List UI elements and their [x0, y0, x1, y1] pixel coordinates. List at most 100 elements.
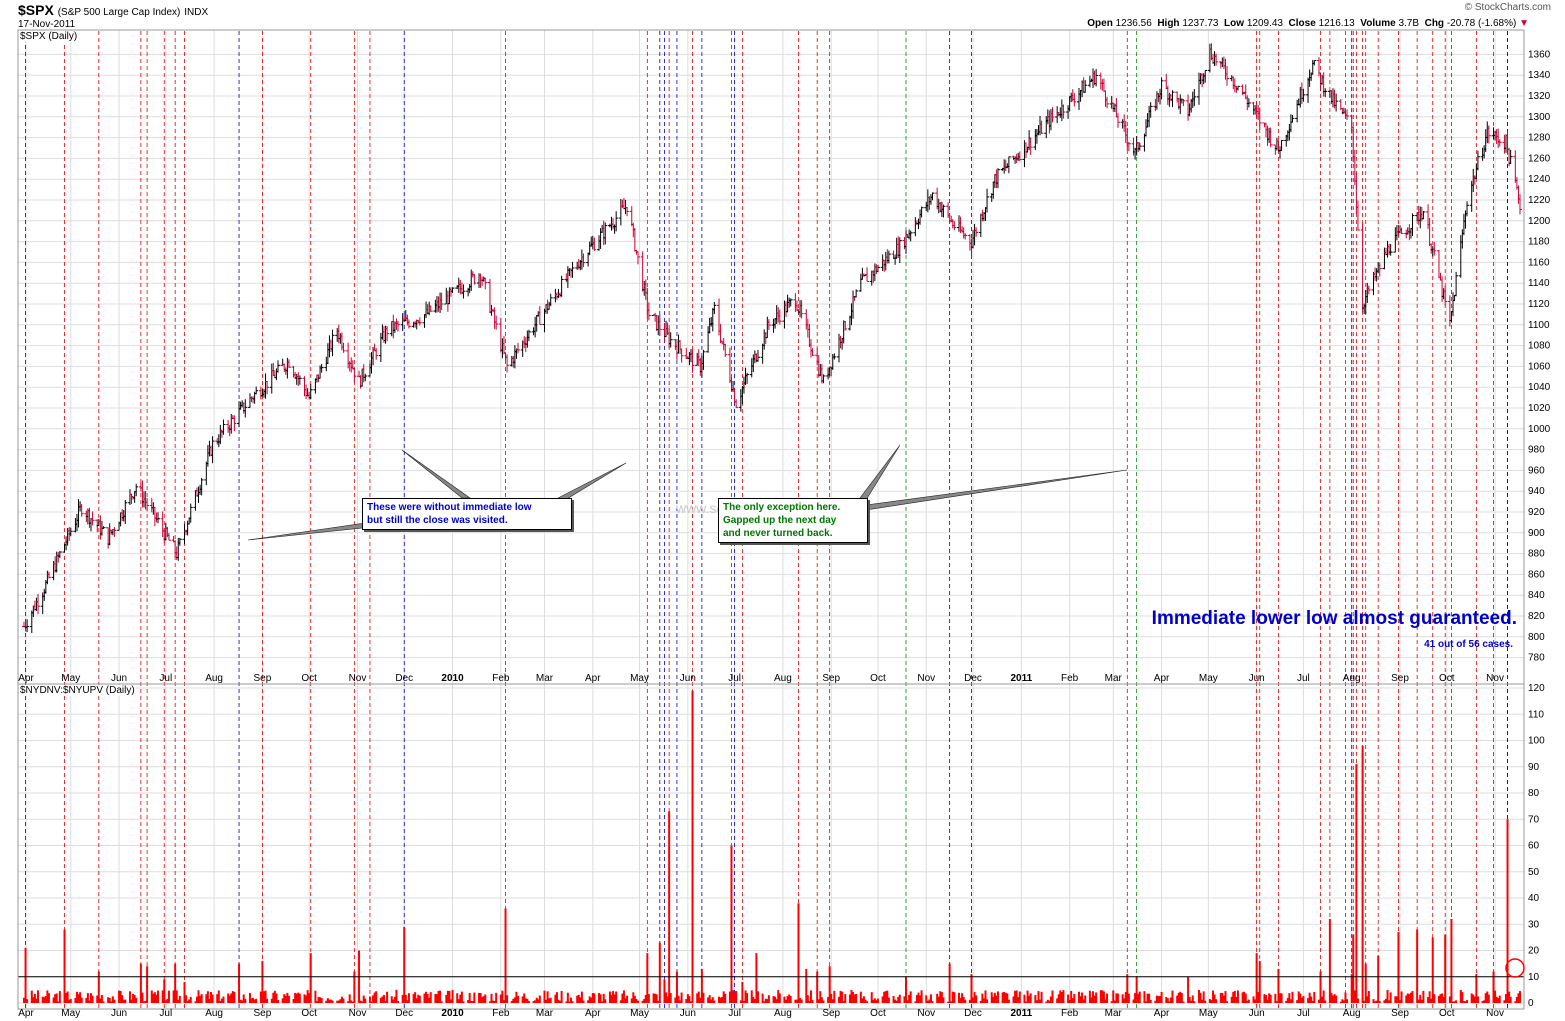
ratio-bar: [163, 979, 166, 1003]
ratio-bar: [359, 1000, 362, 1003]
ratio-bar: [1006, 993, 1009, 1003]
ratio-bar: [733, 992, 736, 1003]
ratio-bar: [894, 999, 897, 1003]
ratio-bar: [1104, 999, 1107, 1003]
ratio-bar: [1504, 994, 1507, 1003]
ratio-bar: [1395, 996, 1398, 1003]
ratio-bar: [1202, 991, 1205, 1003]
x-tick-label: Aug: [1343, 1008, 1361, 1019]
ratio-bar: [1155, 995, 1158, 1003]
ratio-bar: [1476, 996, 1479, 1003]
y-tick-label: 70: [1528, 814, 1540, 825]
ratio-bar: [499, 994, 502, 1003]
ratio-bar: [350, 1000, 353, 1003]
ratio-bar: [526, 999, 529, 1003]
ratio-bar: [527, 1001, 530, 1003]
ratio-bar: [1190, 1000, 1193, 1003]
ratio-bar: [1257, 992, 1260, 1003]
ratio-bar: [1464, 1001, 1467, 1003]
ratio-bar: [654, 993, 657, 1003]
close-value: 1216.13: [1318, 18, 1355, 29]
ratio-bar: [895, 1000, 898, 1003]
ratio-bar: [1386, 989, 1389, 1003]
ratio-bar: [144, 1000, 147, 1003]
ratio-bar: [183, 982, 186, 1003]
ratio-bar: [348, 994, 351, 1003]
x-tick-label: Apr: [1154, 673, 1170, 684]
ratio-bar: [425, 991, 428, 1003]
close-label: Close: [1288, 18, 1316, 29]
ratio-bar: [1399, 1000, 1402, 1003]
ratio-bar: [822, 1000, 825, 1003]
y-tick-label: 1360: [1528, 49, 1551, 60]
ratio-bar: [1199, 992, 1202, 1003]
ratio-bar: [1166, 998, 1169, 1003]
green-callout-line: and never turned back.: [723, 528, 833, 539]
ratio-bar: [655, 994, 658, 1003]
ratio-bar: [1297, 991, 1300, 1003]
symbol-description: (S&P 500 Large Cap Index): [57, 7, 181, 18]
ratio-bar: [1277, 968, 1280, 1003]
ratio-bar: [1420, 999, 1423, 1003]
ratio-bar: [1388, 1000, 1391, 1003]
y-tick-label: 1080: [1528, 341, 1551, 352]
ratio-bar: [892, 996, 895, 1003]
x-tick-label: Mar: [1105, 1008, 1123, 1019]
ratio-bar: [996, 991, 999, 1003]
ratio-bar: [375, 991, 378, 1003]
ratio-bar: [1428, 991, 1431, 1003]
price-panel-frame: [17, 29, 1525, 685]
ratio-bar: [1212, 990, 1215, 1003]
ratio-bar: [1400, 991, 1403, 1003]
ratio-bar: [920, 990, 923, 1003]
y-tick-label: 1000: [1528, 424, 1551, 435]
ratio-bar: [284, 995, 287, 1003]
x-tick-label: Oct: [870, 673, 886, 684]
x-tick-label: May: [61, 673, 80, 684]
y-tick-label: 1040: [1528, 382, 1551, 393]
ratio-bar: [157, 990, 160, 1003]
ratio-bar: [590, 997, 593, 1003]
ratio-bar: [538, 995, 541, 1003]
ratio-bar: [898, 994, 901, 1003]
y-tick-label: 50: [1528, 867, 1540, 878]
ratio-bar: [484, 994, 487, 1003]
ratio-bar: [1450, 919, 1453, 1003]
ratio-bar: [326, 998, 329, 1003]
blue-callout-line: but still the close was visited.: [367, 515, 508, 526]
ratio-bar: [532, 1001, 535, 1003]
ratio-bar: [862, 996, 865, 1003]
ratio-bar: [100, 995, 103, 1003]
ratio-bar: [1310, 996, 1313, 1003]
chg-value: -20.78 (-1.68%): [1446, 18, 1517, 29]
ratio-bar: [1285, 1000, 1288, 1003]
ratio-bar: [233, 991, 236, 1003]
ratio-bar: [576, 995, 579, 1003]
ratio-bar: [128, 991, 131, 1003]
ratio-bar: [23, 997, 25, 1003]
ratio-bar: [172, 990, 175, 1003]
ratio-bar: [1374, 1001, 1377, 1003]
x-tick-label: Sep: [822, 1008, 840, 1019]
ratio-bar: [973, 992, 976, 1003]
ratio-bar: [848, 994, 851, 1003]
ratio-bar: [1004, 992, 1007, 1003]
y-tick-label: 940: [1528, 486, 1545, 497]
ratio-bar: [919, 995, 922, 1003]
ratio-bar: [783, 996, 786, 1003]
y-tick-label: 840: [1528, 590, 1545, 601]
ratio-bar: [1367, 990, 1370, 1003]
ratio-bar: [1335, 995, 1338, 1003]
ratio-bar: [887, 997, 890, 1003]
ratio-bar: [1101, 990, 1104, 1003]
x-tick-label: Nov: [917, 1008, 935, 1019]
ratio-bar: [732, 990, 735, 1003]
ratio-bar: [241, 1000, 244, 1003]
ratio-bar: [113, 999, 116, 1003]
x-tick-label: Feb: [492, 673, 510, 684]
ratio-bar: [1341, 999, 1344, 1003]
ratio-bar: [799, 998, 802, 1003]
ratio-bar: [298, 993, 301, 1003]
ratio-bar: [809, 990, 812, 1003]
ratio-bar: [286, 992, 289, 1003]
